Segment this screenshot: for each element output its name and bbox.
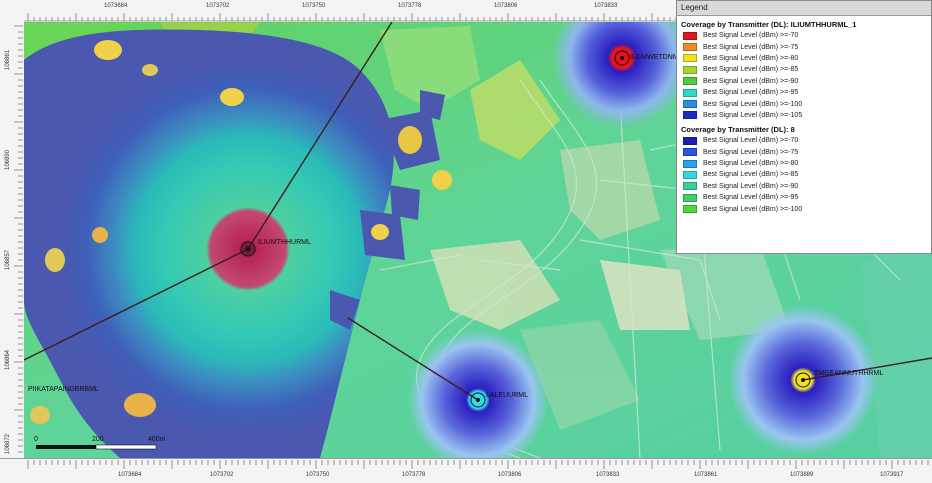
legend-item-label: Best Signal Level (dBm) >=-100 (703, 100, 803, 108)
site-coverage-ilgmwetdnml (552, 22, 692, 128)
top-tick-label: 1073750 (302, 3, 326, 9)
legend-item: Best Signal Level (dBm) >=-85 (681, 64, 931, 75)
scale-end-label: 400m (148, 436, 166, 443)
legend-item-label: Best Signal Level (dBm) >=-75 (703, 148, 799, 156)
legend-swatch (683, 182, 697, 191)
bottom-tick-label: 1073833 (596, 472, 620, 478)
legend-item: Best Signal Level (dBm) >=-90 (681, 181, 931, 192)
main-site-coverage (24, 29, 394, 458)
scale-mid-label: 200 (92, 436, 104, 443)
scale-zero-label: 0 (34, 436, 38, 443)
site-marker-ilgmwetdnml[interactable] (614, 50, 630, 66)
left-coordinate-ruler: 106861 106890 106857 106864 106872 (0, 22, 25, 458)
site-label: ILGMWETDNML (630, 54, 683, 61)
left-tick-label: 106857 (5, 249, 11, 270)
left-tick-label: 106890 (5, 149, 11, 170)
bottom-tick-label: 1073778 (402, 472, 426, 478)
legend-swatch (683, 88, 697, 97)
legend-swatch (683, 136, 697, 145)
bottom-tick-label: 1073806 (498, 472, 522, 478)
top-tick-label: 1073806 (494, 3, 518, 9)
legend-item: Best Signal Level (dBm) >=-95 (681, 87, 931, 98)
scale-bar (36, 444, 157, 450)
legend-item-label: Best Signal Level (dBm) >=-95 (703, 194, 799, 202)
legend-swatch (683, 77, 697, 86)
legend-item: Best Signal Level (dBm) >=-100 (681, 98, 931, 109)
legend-swatch (683, 159, 697, 168)
site-label: PIIKATAPAINDBRBML (28, 386, 99, 393)
legend-item-label: Best Signal Level (dBm) >=-70 (703, 32, 799, 40)
legend-group-title: Coverage by Transmitter (DL): ILIUMTHHUR… (681, 20, 857, 29)
legend-swatch (683, 100, 697, 109)
legend-item-label: Best Signal Level (dBm) >=-90 (703, 182, 799, 190)
legend-title: Legend (677, 1, 931, 16)
legend-item: Best Signal Level (dBm) >=-105 (681, 110, 931, 121)
legend-swatch (683, 31, 697, 40)
legend-item: Best Signal Level (dBm) >=-75 (681, 147, 931, 158)
legend-item-label: Best Signal Level (dBm) >=-85 (703, 66, 799, 74)
legend-item: Best Signal Level (dBm) >=-95 (681, 192, 931, 203)
azimuth-lines (24, 22, 932, 401)
left-tick-label: 106861 (5, 49, 11, 70)
bottom-tick-label: 1073861 (694, 472, 718, 478)
legend-group: Coverage by Transmitter (DL): ILIUMTHHUR… (681, 19, 931, 121)
legend-item: Best Signal Level (dBm) >=-70 (681, 135, 931, 146)
legend-item: Best Signal Level (dBm) >=-100 (681, 203, 931, 214)
bottom-tick-label: 1073889 (790, 472, 814, 478)
legend-item-label: Best Signal Level (dBm) >=-100 (703, 205, 803, 213)
top-tick-label: 1073778 (398, 3, 422, 9)
legend-swatch (683, 205, 697, 214)
signal-hotspots (30, 40, 452, 424)
site-marker-iliumthhurml[interactable] (240, 241, 256, 257)
left-tick-label: 106872 (5, 433, 11, 454)
legend-item: Best Signal Level (dBm) >=-80 (681, 158, 931, 169)
bottom-tick-label: 1073917 (880, 472, 904, 478)
legend-swatch (683, 65, 697, 74)
bottom-tick-label: 1073750 (306, 472, 330, 478)
legend-item: Best Signal Level (dBm) >=-90 (681, 76, 931, 87)
legend-item-label: Best Signal Level (dBm) >=-75 (703, 43, 799, 51)
site-label: ILIUMTHHURML (258, 239, 311, 246)
legend-item-label: Best Signal Level (dBm) >=-80 (703, 160, 799, 168)
legend-swatch (683, 111, 697, 120)
legend-swatch (683, 148, 697, 157)
legend-item-label: Best Signal Level (dBm) >=-80 (703, 54, 799, 62)
bottom-tick-label: 1073702 (210, 472, 234, 478)
legend-item: Best Signal Level (dBm) >=-70 (681, 30, 931, 41)
site-marker-laleuurml[interactable] (470, 392, 486, 408)
legend-item-label: Best Signal Level (dBm) >=-90 (703, 77, 799, 85)
legend-item-label: Best Signal Level (dBm) >=-95 (703, 89, 799, 97)
legend-item: Best Signal Level (dBm) >=-80 (681, 53, 931, 64)
bottom-coordinate-ruler: 1073684 1073702 1073750 1073778 1073806 … (0, 458, 932, 483)
legend-panel[interactable]: Legend Coverage by Transmitter (DL): ILI… (676, 0, 932, 254)
top-tick-label: 1073833 (594, 3, 618, 9)
site-marker-tmgeannuthhrml[interactable] (795, 372, 811, 388)
legend-group: Coverage by Transmitter (DL): 8 Best Sign… (681, 124, 931, 215)
legend-swatch (683, 193, 697, 202)
site-label: LALEUURML (486, 392, 529, 399)
legend-item-label: Best Signal Level (dBm) >=-70 (703, 137, 799, 145)
legend-swatch (683, 43, 697, 52)
legend-group-title: Coverage by Transmitter (DL): 8 (681, 125, 795, 135)
legend-item-label: Best Signal Level (dBm) >=-105 (703, 111, 803, 119)
top-tick-label: 1073684 (104, 3, 128, 9)
left-tick-label: 106864 (5, 349, 11, 370)
legend-item-label: Best Signal Level (dBm) >=-85 (703, 171, 799, 179)
bottom-tick-label: 1073684 (118, 472, 142, 478)
legend-swatch (683, 54, 697, 63)
legend-item: Best Signal Level (dBm) >=-75 (681, 41, 931, 52)
legend-swatch (683, 170, 697, 179)
legend-item: Best Signal Level (dBm) >=-85 (681, 169, 931, 180)
site-label: TMGEANNUTHHRML (814, 370, 884, 377)
top-tick-label: 1073702 (206, 3, 230, 9)
